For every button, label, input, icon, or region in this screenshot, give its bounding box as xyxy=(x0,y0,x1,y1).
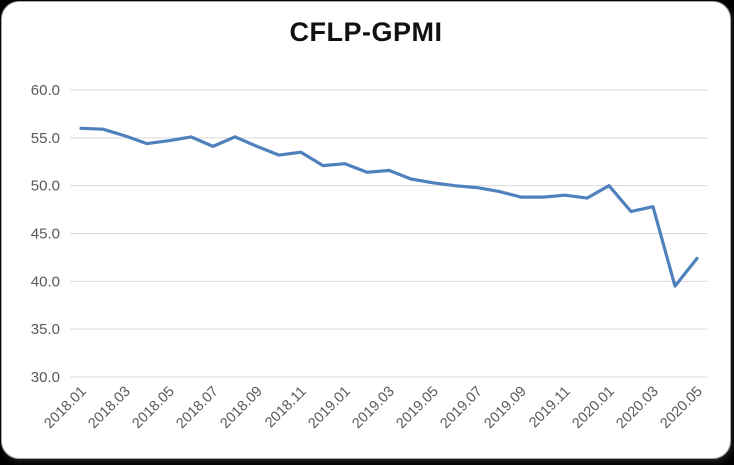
x-tick-label: 2018.05 xyxy=(129,384,177,432)
y-tick-label: 40.0 xyxy=(31,273,60,290)
x-tick-label: 2018.09 xyxy=(217,384,265,432)
y-tick-label: 45.0 xyxy=(31,226,60,243)
chart-title: CFLP-GPMI xyxy=(289,17,443,47)
x-tick-label: 2020.05 xyxy=(657,384,705,432)
y-tick-label: 30.0 xyxy=(31,369,60,386)
x-tick-label: 2019.05 xyxy=(393,384,441,432)
x-tick-label: 2019.07 xyxy=(437,384,485,432)
y-tick-label: 55.0 xyxy=(31,130,60,147)
y-tick-label: 60.0 xyxy=(31,82,60,99)
x-tick-label: 2018.03 xyxy=(85,384,133,432)
x-tick-label: 2019.11 xyxy=(526,384,574,432)
y-tick-label: 50.0 xyxy=(31,178,60,195)
x-tick-label: 2019.03 xyxy=(349,384,397,432)
x-tick-label: 2018.11 xyxy=(262,384,310,432)
data-line-cflp-gpmi xyxy=(79,126,699,288)
x-tick-label: 2020.01 xyxy=(569,384,617,432)
chart-card: CFLP-GPMI 60.0 55.0 50.0 45.0 40.0 35.0 30.0 20… xyxy=(1,1,731,459)
x-tick-label: 2018.01 xyxy=(41,384,89,432)
x-tick-label: 2018.07 xyxy=(173,384,221,432)
x-tick-label: 2019.09 xyxy=(481,384,529,432)
x-tick-label: 2019.01 xyxy=(305,384,353,432)
x-tick-label: 2020.03 xyxy=(613,384,661,432)
y-tick-label: 35.0 xyxy=(31,321,60,338)
